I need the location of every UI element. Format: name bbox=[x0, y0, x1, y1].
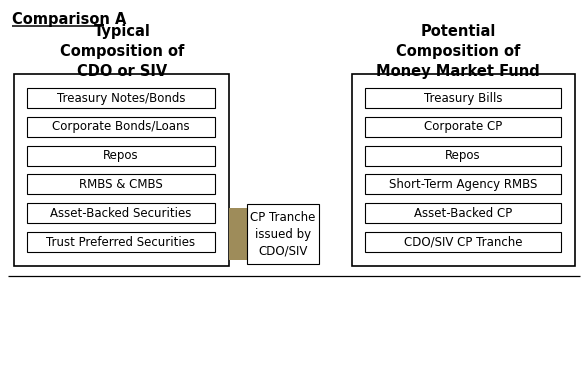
Text: Corporate CP: Corporate CP bbox=[424, 120, 502, 133]
Bar bbox=[352, 74, 575, 266]
Bar bbox=[365, 203, 561, 223]
Text: Corporate Bonds/Loans: Corporate Bonds/Loans bbox=[52, 120, 190, 133]
Bar bbox=[27, 174, 215, 194]
Bar bbox=[27, 232, 215, 252]
Text: Asset-Backed Securities: Asset-Backed Securities bbox=[51, 207, 192, 220]
Bar bbox=[27, 88, 215, 108]
Bar bbox=[365, 117, 561, 137]
Text: Repos: Repos bbox=[103, 149, 139, 162]
Bar bbox=[27, 117, 215, 137]
Text: Asset-Backed CP: Asset-Backed CP bbox=[414, 207, 512, 220]
Bar bbox=[27, 145, 215, 166]
Bar bbox=[365, 174, 561, 194]
Text: CDO/SIV CP Tranche: CDO/SIV CP Tranche bbox=[404, 236, 522, 248]
Text: CP Tranche
issued by
CDO/SIV: CP Tranche issued by CDO/SIV bbox=[250, 211, 316, 258]
Text: Repos: Repos bbox=[445, 149, 481, 162]
Text: Typical
Composition of
CDO or SIV: Typical Composition of CDO or SIV bbox=[60, 24, 184, 79]
Bar bbox=[365, 145, 561, 166]
Text: RMBS & CMBS: RMBS & CMBS bbox=[79, 178, 163, 191]
Bar bbox=[365, 88, 561, 108]
Text: Short-Term Agency RMBS: Short-Term Agency RMBS bbox=[389, 178, 537, 191]
Bar bbox=[247, 204, 319, 264]
Text: Treasury Notes/Bonds: Treasury Notes/Bonds bbox=[57, 92, 185, 104]
Bar bbox=[365, 232, 561, 252]
Text: Comparison A: Comparison A bbox=[12, 12, 126, 27]
Bar bbox=[14, 74, 229, 266]
Bar bbox=[27, 203, 215, 223]
Text: Potential
Composition of
Money Market Fund: Potential Composition of Money Market Fu… bbox=[376, 24, 540, 79]
Bar bbox=[229, 208, 247, 260]
Text: Treasury Bills: Treasury Bills bbox=[424, 92, 502, 104]
Text: Trust Preferred Securities: Trust Preferred Securities bbox=[46, 236, 196, 248]
